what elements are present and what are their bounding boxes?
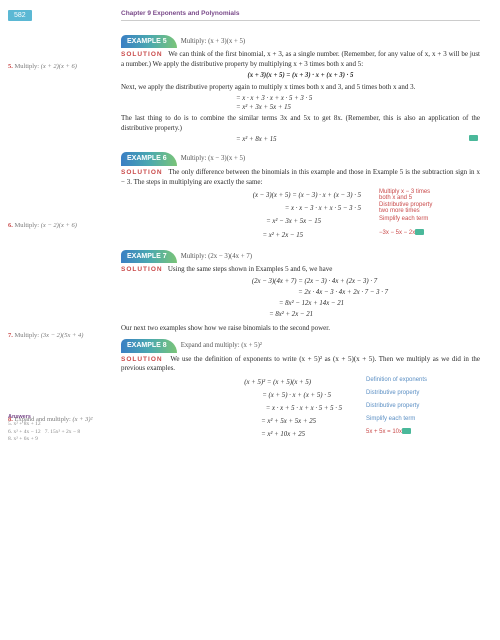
example-8: EXAMPLE 8Expand and multiply: (x + 5)² S… xyxy=(121,339,480,442)
problem-6: 6. Multiply: (x − 2)(x + 6) xyxy=(8,222,113,231)
example-8-prompt: Expand and multiply: (x + 5)² xyxy=(181,342,262,349)
example-6-prompt: Multiply: (x − 3)(x + 5) xyxy=(181,155,246,162)
example-7: EXAMPLE 7Multiply: (2x − 3)(4x + 7) SOLU… xyxy=(121,250,480,333)
ex7-text1: Using the same steps shown in Examples 5… xyxy=(168,265,332,273)
ex5-eq2a: = x · x + 3 · x + x · 5 + 3 · 5 xyxy=(121,94,480,103)
ex7-text2: Our next two examples show how we raise … xyxy=(121,324,480,333)
ex5-eq3: = x² + 8x + 15 xyxy=(236,136,277,143)
main-content: Chapter 9 Exponents and Polynomials EXAM… xyxy=(119,0,500,450)
example-5-label: EXAMPLE 5 xyxy=(121,35,177,48)
page-number: 582 xyxy=(8,10,32,21)
example-5: EXAMPLE 5 Multiply: (x + 3)(x + 5) SOLUTI… xyxy=(121,35,480,145)
textbook-page: 582 5. Multiply: (x + 2)(x + 6) 6. Multi… xyxy=(0,0,500,450)
problem-7: 7. Multiply: (3x − 2)(5x + 4) xyxy=(8,332,113,341)
ex5-text1: We can think of the first binomial, x + … xyxy=(121,50,480,68)
ex5-text3: The last thing to do is to combine the s… xyxy=(121,114,480,133)
solution-label: SOLUTION xyxy=(121,51,163,58)
example-5-prompt: Multiply: (x + 3)(x + 5) xyxy=(181,38,246,45)
end-icon xyxy=(469,135,478,141)
end-icon xyxy=(402,428,411,434)
example-6: EXAMPLE 6Multiply: (x − 3)(x + 5) SOLUTI… xyxy=(121,152,480,241)
example-6-label: EXAMPLE 6 xyxy=(121,152,177,165)
ex5-eq1: (x + 3)(x + 5) = (x + 3) · x + (x + 3) ·… xyxy=(121,71,480,80)
answers-block: Answers 5. x² + 8x + 12 6. x² + 4x − 12 … xyxy=(8,414,118,444)
chapter-heading: Chapter 9 Exponents and Polynomials xyxy=(121,10,480,21)
ex8-text1: We use the definition of exponents to wr… xyxy=(121,355,480,373)
end-icon xyxy=(415,229,424,235)
example-7-prompt: Multiply: (2x − 3)(4x + 7) xyxy=(181,253,252,260)
ex5-eq2b: = x² + 3x + 5x + 15 xyxy=(121,103,480,112)
ex5-text2: Next, we apply the distributive property… xyxy=(121,83,480,92)
example-7-label: EXAMPLE 7 xyxy=(121,250,177,263)
problem-5: 5. Multiply: (x + 2)(x + 6) xyxy=(8,63,113,72)
ex6-text1: The only difference between the binomial… xyxy=(121,168,480,186)
sidebar: 582 5. Multiply: (x + 2)(x + 6) 6. Multi… xyxy=(0,0,119,450)
example-8-label: EXAMPLE 8 xyxy=(121,339,177,352)
